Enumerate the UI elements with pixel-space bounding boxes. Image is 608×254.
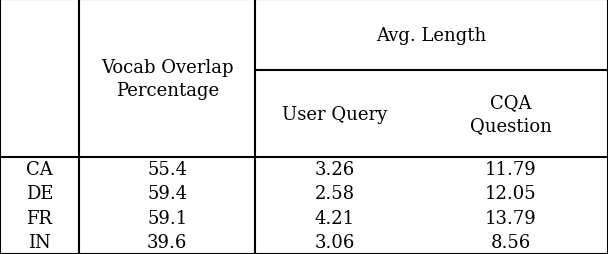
Text: Question: Question bbox=[470, 117, 551, 135]
Text: 39.6: 39.6 bbox=[147, 233, 187, 251]
Text: Avg. Length: Avg. Length bbox=[376, 27, 487, 44]
Text: 11.79: 11.79 bbox=[485, 161, 537, 179]
Text: 4.21: 4.21 bbox=[314, 209, 354, 227]
Text: Percentage: Percentage bbox=[116, 81, 219, 99]
Text: CQA: CQA bbox=[490, 94, 531, 112]
Text: User Query: User Query bbox=[282, 105, 387, 123]
Text: 55.4: 55.4 bbox=[147, 161, 187, 179]
Text: 3.06: 3.06 bbox=[314, 233, 354, 251]
Text: 12.05: 12.05 bbox=[485, 185, 536, 203]
Text: Vocab Overlap: Vocab Overlap bbox=[101, 58, 233, 76]
Text: 59.1: 59.1 bbox=[147, 209, 187, 227]
Text: 8.56: 8.56 bbox=[491, 233, 531, 251]
Text: 2.58: 2.58 bbox=[314, 185, 354, 203]
Text: IN: IN bbox=[28, 233, 51, 251]
Text: 13.79: 13.79 bbox=[485, 209, 537, 227]
Text: DE: DE bbox=[26, 185, 54, 203]
Text: 3.26: 3.26 bbox=[314, 161, 354, 179]
Text: CA: CA bbox=[26, 161, 53, 179]
Text: FR: FR bbox=[27, 209, 52, 227]
Text: 59.4: 59.4 bbox=[147, 185, 187, 203]
